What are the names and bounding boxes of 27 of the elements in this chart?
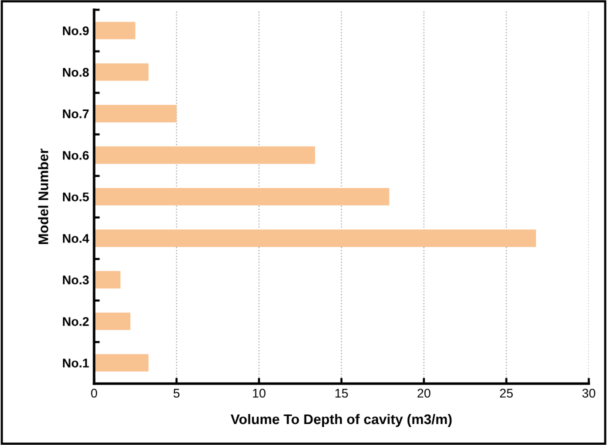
bar xyxy=(94,146,316,164)
bar xyxy=(94,271,120,288)
bar xyxy=(94,63,149,81)
x-tick-label: 10 xyxy=(252,388,266,398)
y-tick-label: No.3 xyxy=(62,276,89,284)
y-tick-label: No.1 xyxy=(62,358,89,368)
y-tick-label: No.9 xyxy=(62,26,89,36)
bar xyxy=(94,312,130,330)
x-tick-label: 25 xyxy=(500,388,513,398)
x-tick-label: 0 xyxy=(91,388,98,398)
y-tick-label: No.8 xyxy=(62,68,89,77)
y-tick-label: No.4 xyxy=(62,234,90,243)
x-tick-label: 30 xyxy=(582,388,596,398)
x-tick-label: 5 xyxy=(174,388,180,398)
y-tick-label: No.5 xyxy=(62,192,89,202)
y-tick-label: No.6 xyxy=(62,150,89,160)
bar xyxy=(94,188,390,206)
y-tick-label: No.7 xyxy=(62,110,89,118)
x-tick-label: 15 xyxy=(335,388,348,398)
y-axis-title: Model Number xyxy=(38,148,48,244)
x-tick-label: 20 xyxy=(418,388,430,398)
bar xyxy=(94,104,177,122)
bar xyxy=(94,230,536,247)
bar xyxy=(94,22,136,40)
x-axis-title: Volume To Depth of cavity (m3/m) xyxy=(230,414,452,427)
y-tick-label: No.2 xyxy=(62,317,89,326)
bar xyxy=(94,354,149,372)
